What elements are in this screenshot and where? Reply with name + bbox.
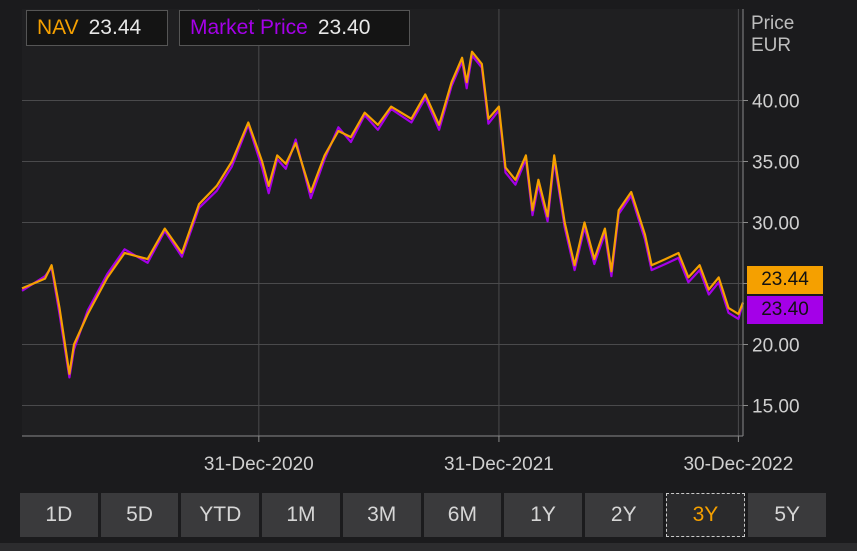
nav-price-tag: 23.44: [747, 266, 823, 294]
x-tick-label: 30-Dec-2022: [683, 454, 793, 475]
legend-market-price: Market Price 23.40: [179, 10, 410, 46]
x-tick-label: 31-Dec-2021: [444, 454, 554, 475]
legend-nav: NAV 23.44: [26, 10, 168, 46]
range-button-5d[interactable]: 5D: [100, 493, 179, 537]
y-axis-unit-price: Price: [751, 13, 795, 34]
range-button-1m[interactable]: 1M: [262, 493, 340, 537]
bottom-strip: [0, 543, 857, 551]
legend-nav-value: 23.44: [88, 16, 142, 39]
y-tick-label: 40.00: [752, 92, 800, 113]
x-axis-ticks: 31-Dec-2020 31-Dec-2021 30-Dec-2022: [204, 436, 793, 475]
range-button-3m[interactable]: 3M: [342, 493, 421, 537]
y-axis-unit-currency: EUR: [751, 35, 792, 56]
legend-market-value: 23.40: [317, 16, 371, 39]
market-price-line: [21, 54, 745, 379]
range-button-6m[interactable]: 6M: [423, 493, 502, 537]
legend-market-label: Market Price: [190, 16, 308, 39]
x-tick-label: 31-Dec-2020: [204, 454, 314, 475]
grid-lines: [22, 9, 743, 436]
y-tick-label: 15.00: [752, 397, 800, 418]
series-lines: [21, 50, 745, 379]
nav-line: [21, 50, 745, 375]
range-button-1d[interactable]: 1D: [20, 493, 98, 537]
range-button-ytd[interactable]: YTD: [181, 493, 260, 537]
range-button-5y[interactable]: 5Y: [748, 493, 827, 537]
range-button-1y[interactable]: 1Y: [504, 493, 582, 537]
y-tick-label: 20.00: [752, 336, 800, 357]
legend-nav-label: NAV: [37, 16, 79, 39]
y-tick-label: 35.00: [752, 153, 800, 174]
market-price-tag: 23.40: [747, 296, 823, 324]
range-selector: 1D 5D YTD 1M 3M 6M 1Y 2Y 3Y 5Y: [20, 493, 827, 537]
range-button-2y[interactable]: 2Y: [584, 493, 663, 537]
y-tick-label: 30.00: [752, 214, 800, 235]
range-button-3y[interactable]: 3Y: [665, 493, 746, 537]
y-axis-unit: Price EUR: [751, 13, 794, 57]
